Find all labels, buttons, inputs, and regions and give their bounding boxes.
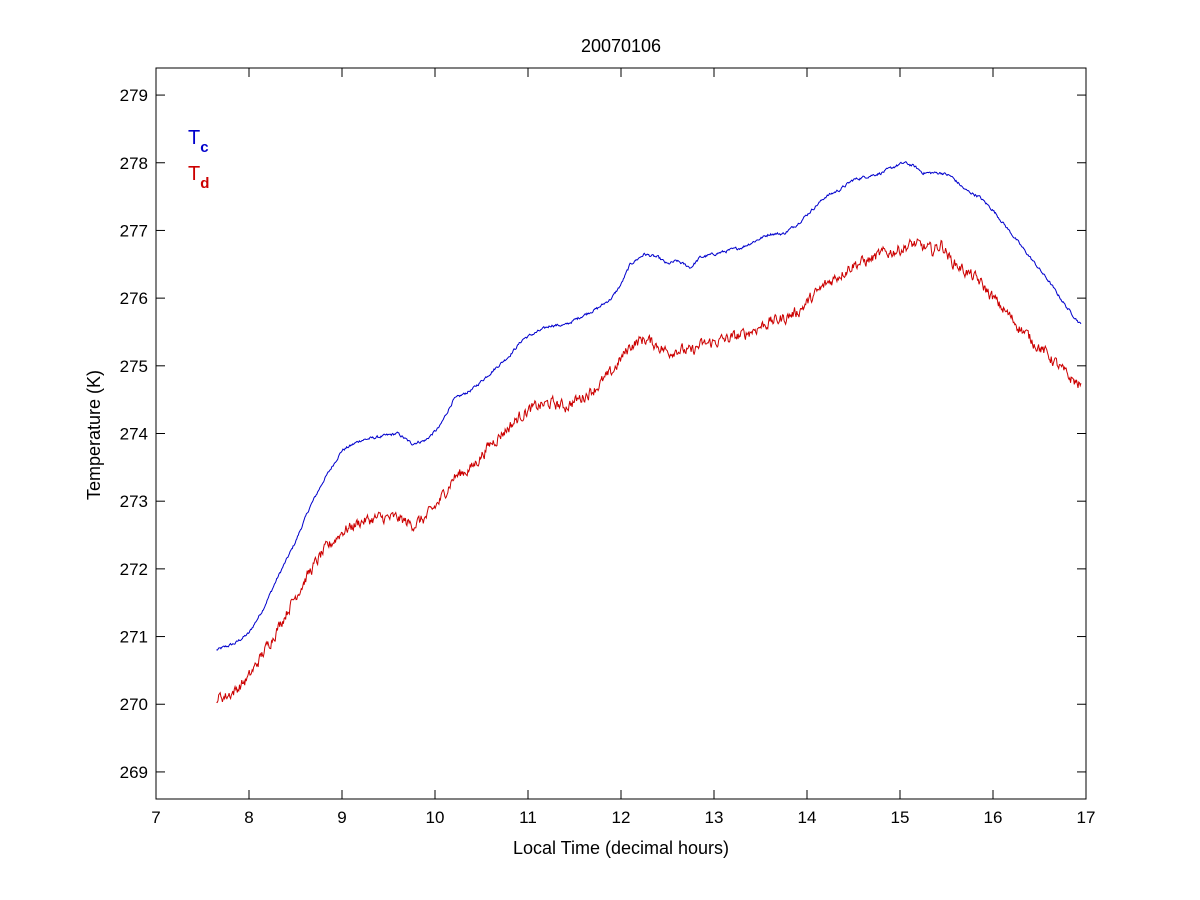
- x-tick-label: 10: [426, 808, 445, 827]
- y-tick-label: 273: [120, 492, 148, 511]
- chart-title: 20070106: [581, 36, 661, 56]
- legend-entry-td: Td: [188, 163, 209, 192]
- x-tick-label: 12: [612, 808, 631, 827]
- x-tick-label: 17: [1077, 808, 1096, 827]
- y-tick-label: 270: [120, 695, 148, 714]
- y-tick-label: 278: [120, 154, 148, 173]
- y-tick-label: 272: [120, 560, 148, 579]
- y-axis-label: Temperature (K): [84, 370, 104, 500]
- x-tick-label: 13: [705, 808, 724, 827]
- plot-area: [156, 68, 1086, 799]
- legend: Tc Td: [188, 127, 209, 192]
- x-tick-label: 16: [984, 808, 1003, 827]
- y-tick-label: 279: [120, 86, 148, 105]
- x-tick-label: 11: [519, 808, 537, 827]
- y-tick-label: 271: [120, 628, 148, 647]
- y-tick-label: 276: [120, 289, 148, 308]
- legend-label-tc: T: [188, 127, 200, 149]
- legend-entry-tc: Tc: [188, 127, 209, 156]
- tick-layer: 7 8 9 10 11 12 13 14 15 16 17 269 270 271 272 273 274 275…: [120, 68, 1096, 827]
- x-tick-label: 9: [337, 808, 346, 827]
- legend-label-td: T: [188, 163, 200, 185]
- series-layer: [216, 161, 1082, 704]
- series-line-tc: [216, 161, 1082, 651]
- x-tick-label: 14: [798, 808, 817, 827]
- y-tick-label: 269: [120, 763, 148, 782]
- legend-subscript-tc: c: [200, 139, 208, 156]
- legend-subscript-td: d: [200, 175, 209, 192]
- y-tick-label: 275: [120, 357, 148, 376]
- plot-frame: [155, 67, 1087, 800]
- x-tick-label: 15: [891, 808, 910, 827]
- x-tick-label: 8: [244, 808, 253, 827]
- series-line-td: [216, 238, 1082, 704]
- x-tick-label: 7: [151, 808, 160, 827]
- y-tick-label: 277: [120, 221, 148, 240]
- y-tick-label: 274: [120, 425, 148, 444]
- x-axis-label: Local Time (decimal hours): [513, 838, 729, 858]
